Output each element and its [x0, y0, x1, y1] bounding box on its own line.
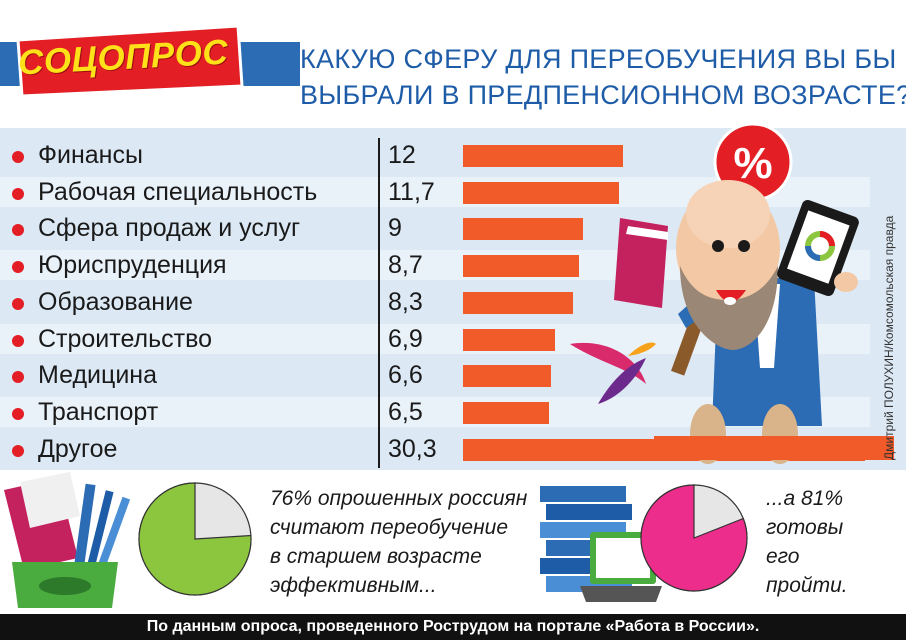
category-label: Сфера продаж и услуг: [38, 214, 301, 243]
category-label: Другое: [38, 434, 118, 463]
bullet-dot: [12, 334, 24, 347]
value-label: 9: [388, 214, 402, 243]
bullet-dot: [12, 187, 24, 200]
caption-right-line-2: готовы: [766, 516, 844, 539]
bullet-dot: [12, 151, 24, 163]
chart-title-line-2: ВЫБРАЛИ В ПРЕДПЕНСИОННОМ ВОЗРАСТЕ?: [300, 80, 906, 110]
badge-shape: [16, 24, 244, 98]
value-separator: [378, 138, 380, 468]
category-label: Рабочая специальность: [38, 177, 318, 206]
category-label: Финансы: [38, 141, 143, 169]
percent-badge-label: %: [733, 139, 772, 188]
laptop-icon: [580, 532, 662, 602]
bar: [463, 181, 619, 204]
pens-icon: [74, 483, 131, 568]
category-label: Образование: [38, 287, 193, 316]
box-icon: [12, 562, 118, 608]
bar: [463, 401, 550, 424]
bar: [463, 365, 551, 388]
bullet-dot: [12, 407, 24, 420]
value-label: 8,7: [388, 251, 423, 280]
caption-left-line-2: считают переобучение: [270, 516, 508, 539]
bar: [463, 291, 574, 314]
bird-icon: [570, 342, 656, 404]
category-label: Медицина: [38, 361, 158, 390]
byline: Дмитрий ПОЛУХИН/Комсомольская правда: [882, 215, 896, 460]
caption-left-line-4: эффективным...: [270, 574, 437, 597]
chart-title-line-1: КАКУЮ СФЕРУ ДЛЯ ПЕРЕОБУЧЕНИЯ ВЫ БЫ: [300, 44, 897, 74]
book-icon: [614, 218, 668, 308]
value-label: 6,5: [388, 397, 423, 426]
bar: [463, 255, 579, 278]
category-label: Строительство: [38, 324, 212, 353]
value-label: 12: [388, 141, 416, 169]
value-label: 6,6: [388, 361, 423, 390]
caption-right-line-1: ...а 81%: [766, 487, 844, 510]
caption-left-line-1: 76% опрошенных россиян: [270, 487, 528, 510]
pie-chart-left: [138, 482, 252, 596]
bullet-dot: [12, 261, 24, 274]
value-label: 6,9: [388, 324, 423, 353]
caption-right-line-4: пройти.: [766, 574, 848, 597]
footer-band: По данным опроса, проведенного Рострудом…: [0, 614, 906, 640]
bar: [463, 328, 555, 351]
caption-right-line-3: его: [766, 545, 800, 568]
pie-right-slice: [640, 484, 748, 592]
tablet-icon: [777, 199, 859, 297]
value-label: 8,3: [388, 287, 423, 316]
value-label: 30,3: [388, 434, 437, 463]
footer-note: По данным опроса, проведенного Рострудом…: [146, 618, 760, 635]
caption-left-line-3: в старшем возрасте: [270, 545, 482, 568]
bar: [463, 218, 583, 241]
books-laptop-illustration: [540, 486, 662, 602]
bullet-dot: [12, 297, 24, 310]
man-illustration: %: [570, 122, 894, 464]
pie-chart-right: [640, 484, 748, 592]
folder-icon: [4, 472, 80, 570]
man-head: [676, 180, 780, 350]
bullet-dot: [12, 371, 24, 384]
pie-left-slice: [138, 482, 252, 596]
bullet-dot: [12, 224, 24, 237]
bar: [463, 145, 623, 167]
value-label: 11,7: [388, 177, 435, 206]
category-label: Транспорт: [38, 397, 159, 426]
category-label: Юриспруденция: [38, 251, 227, 280]
bullet-dot: [12, 444, 24, 457]
stationery-illustration: [4, 472, 131, 608]
